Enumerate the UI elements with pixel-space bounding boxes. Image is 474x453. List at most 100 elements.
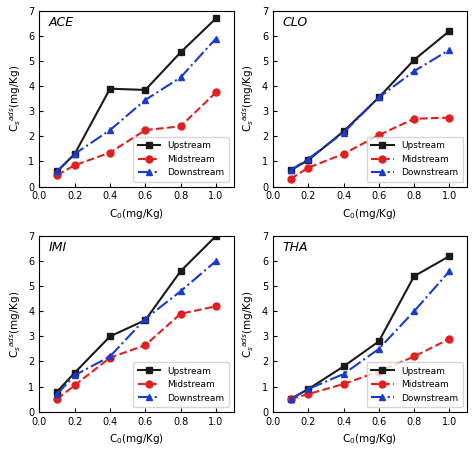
Midstream (305, 391, 311, 397)
Upstream (72, 151, 78, 157)
Midstream (213, 90, 219, 95)
Downstream (54, 391, 60, 397)
Upstream (447, 28, 452, 34)
Downstream (376, 95, 382, 100)
Downstream (411, 68, 417, 74)
Text: IMI: IMI (49, 241, 67, 254)
Downstream (447, 269, 452, 274)
Upstream (411, 57, 417, 63)
Upstream (107, 86, 113, 92)
Upstream (213, 16, 219, 21)
Downstream (376, 346, 382, 352)
Line: Upstream: Upstream (54, 232, 219, 395)
Upstream (288, 396, 293, 402)
Line: Midstream: Midstream (287, 335, 453, 403)
Upstream (178, 269, 183, 274)
Downstream (107, 127, 113, 133)
Downstream (447, 47, 452, 53)
Line: Downstream: Downstream (287, 268, 453, 403)
Line: Downstream: Downstream (54, 35, 219, 175)
Y-axis label: C$_s$$^{ads}$(mg/Kg): C$_s$$^{ads}$(mg/Kg) (240, 290, 256, 357)
Midstream (143, 127, 148, 133)
Y-axis label: C$_s$$^{ads}$(mg/Kg): C$_s$$^{ads}$(mg/Kg) (7, 290, 23, 357)
Upstream (143, 87, 148, 93)
Line: Upstream: Upstream (54, 15, 219, 175)
Midstream (376, 132, 382, 138)
Downstream (107, 354, 113, 359)
Midstream (288, 176, 293, 182)
Downstream (305, 156, 311, 162)
Midstream (54, 173, 60, 178)
Midstream (72, 383, 78, 388)
Line: Midstream: Midstream (54, 303, 219, 403)
Upstream (143, 318, 148, 323)
Downstream (341, 371, 346, 377)
Upstream (305, 158, 311, 163)
Upstream (54, 389, 60, 394)
X-axis label: C$_0$(mg/Kg): C$_0$(mg/Kg) (109, 432, 164, 446)
Line: Downstream: Downstream (287, 46, 453, 173)
Downstream (178, 75, 183, 80)
Downstream (143, 316, 148, 322)
Midstream (288, 396, 293, 402)
Upstream (54, 169, 60, 174)
Midstream (54, 396, 60, 402)
X-axis label: C$_0$(mg/Kg): C$_0$(mg/Kg) (343, 432, 398, 446)
Midstream (341, 151, 346, 157)
Downstream (341, 130, 346, 135)
Line: Midstream: Midstream (54, 89, 219, 179)
Text: CLO: CLO (283, 16, 308, 29)
Downstream (72, 151, 78, 157)
Upstream (305, 386, 311, 392)
Midstream (305, 165, 311, 170)
Upstream (107, 334, 113, 339)
Y-axis label: C$_s$$^{ads}$(mg/Kg): C$_s$$^{ads}$(mg/Kg) (240, 65, 256, 132)
Upstream (72, 370, 78, 376)
Downstream (143, 97, 148, 103)
Midstream (143, 342, 148, 348)
Midstream (178, 124, 183, 129)
Y-axis label: C$_s$$^{ads}$(mg/Kg): C$_s$$^{ads}$(mg/Kg) (7, 65, 23, 132)
Upstream (213, 233, 219, 239)
Downstream (288, 396, 293, 402)
Downstream (54, 169, 60, 174)
Legend: Upstream, Midstream, Downstream: Upstream, Midstream, Downstream (366, 362, 463, 407)
Downstream (178, 289, 183, 294)
Downstream (72, 372, 78, 378)
Midstream (341, 381, 346, 387)
Downstream (411, 308, 417, 314)
Line: Upstream: Upstream (287, 28, 453, 173)
Upstream (447, 253, 452, 259)
Downstream (213, 258, 219, 264)
Downstream (305, 386, 311, 392)
Midstream (72, 163, 78, 168)
Upstream (411, 274, 417, 279)
Text: ACE: ACE (49, 16, 74, 29)
Legend: Upstream, Midstream, Downstream: Upstream, Midstream, Downstream (366, 137, 463, 182)
Legend: Upstream, Midstream, Downstream: Upstream, Midstream, Downstream (133, 362, 229, 407)
Legend: Upstream, Midstream, Downstream: Upstream, Midstream, Downstream (133, 137, 229, 182)
Upstream (376, 95, 382, 100)
Midstream (107, 355, 113, 361)
X-axis label: C$_0$(mg/Kg): C$_0$(mg/Kg) (343, 207, 398, 221)
Midstream (376, 369, 382, 374)
Text: THA: THA (283, 241, 308, 254)
Upstream (288, 168, 293, 173)
X-axis label: C$_0$(mg/Kg): C$_0$(mg/Kg) (109, 207, 164, 221)
Downstream (288, 168, 293, 173)
Midstream (213, 304, 219, 309)
Line: Upstream: Upstream (287, 253, 453, 403)
Midstream (411, 116, 417, 121)
Midstream (107, 150, 113, 155)
Downstream (213, 36, 219, 41)
Line: Midstream: Midstream (287, 114, 453, 183)
Upstream (376, 339, 382, 344)
Midstream (447, 115, 452, 120)
Upstream (341, 129, 346, 134)
Midstream (447, 336, 452, 342)
Midstream (411, 354, 417, 359)
Upstream (341, 364, 346, 369)
Upstream (178, 50, 183, 55)
Line: Downstream: Downstream (54, 258, 219, 398)
Midstream (178, 311, 183, 317)
